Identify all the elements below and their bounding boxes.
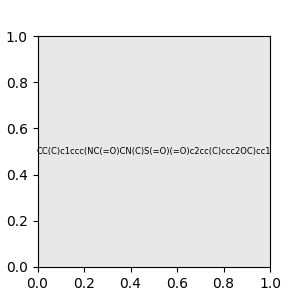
Text: CC(C)c1ccc(NC(=O)CN(C)S(=O)(=O)c2cc(C)ccc2OC)cc1: CC(C)c1ccc(NC(=O)CN(C)S(=O)(=O)c2cc(C)cc… [37, 147, 271, 156]
